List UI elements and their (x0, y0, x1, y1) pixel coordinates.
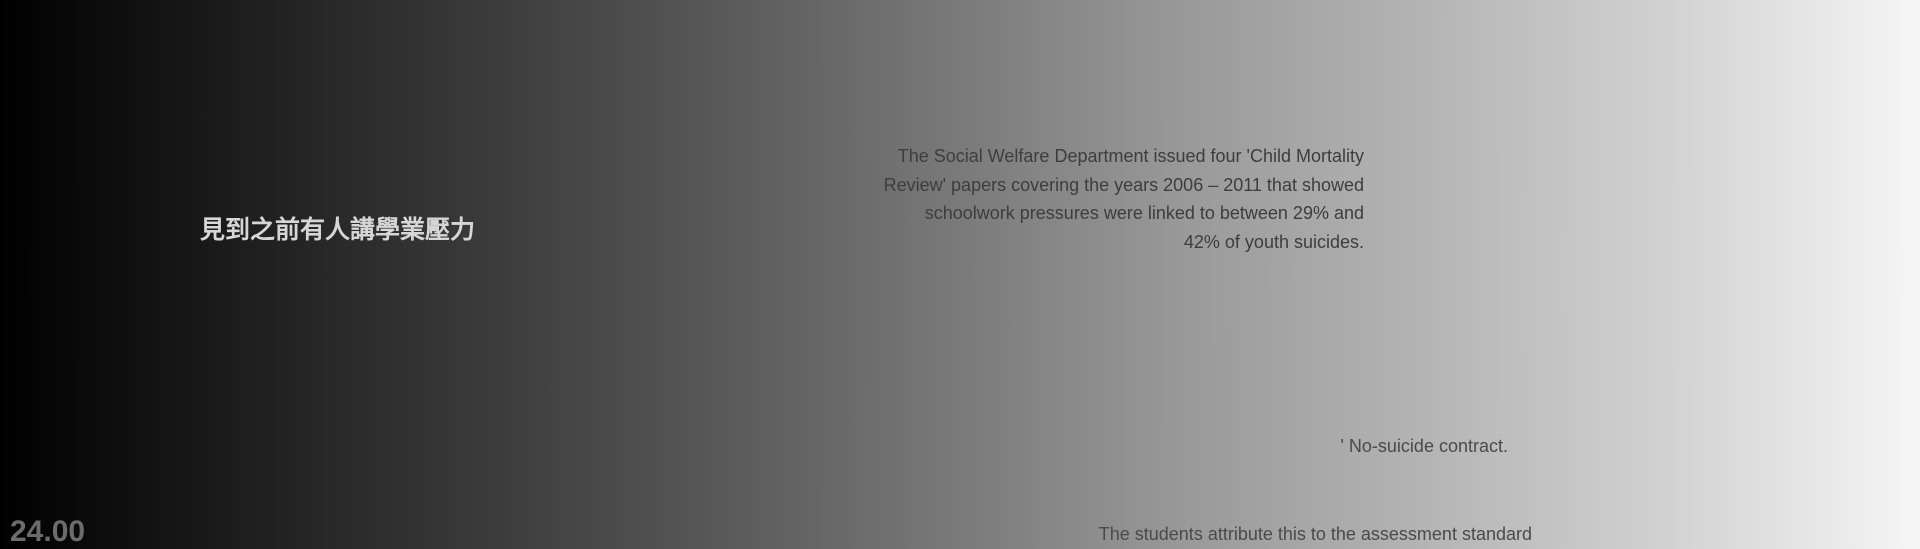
paragraph-line: Review' papers covering the years 2006 –… (883, 174, 1364, 195)
assessment-caption: The students attribute this to the asses… (1098, 524, 1532, 544)
paragraph-line: The Social Welfare Department issued fou… (897, 146, 1364, 166)
timestamp-counter: 24.00 (10, 515, 86, 548)
info-paragraph: The Social Welfare Department issued fou… (804, 142, 1364, 256)
chinese-subtitle: 見到之前有人講學業壓力 (200, 215, 476, 244)
contract-note: ' No-suicide contract. (1340, 436, 1508, 456)
paragraph-line: schoolwork pressures were linked to betw… (924, 203, 1364, 223)
paragraph-line: 42% of youth suicides. (1183, 231, 1364, 252)
